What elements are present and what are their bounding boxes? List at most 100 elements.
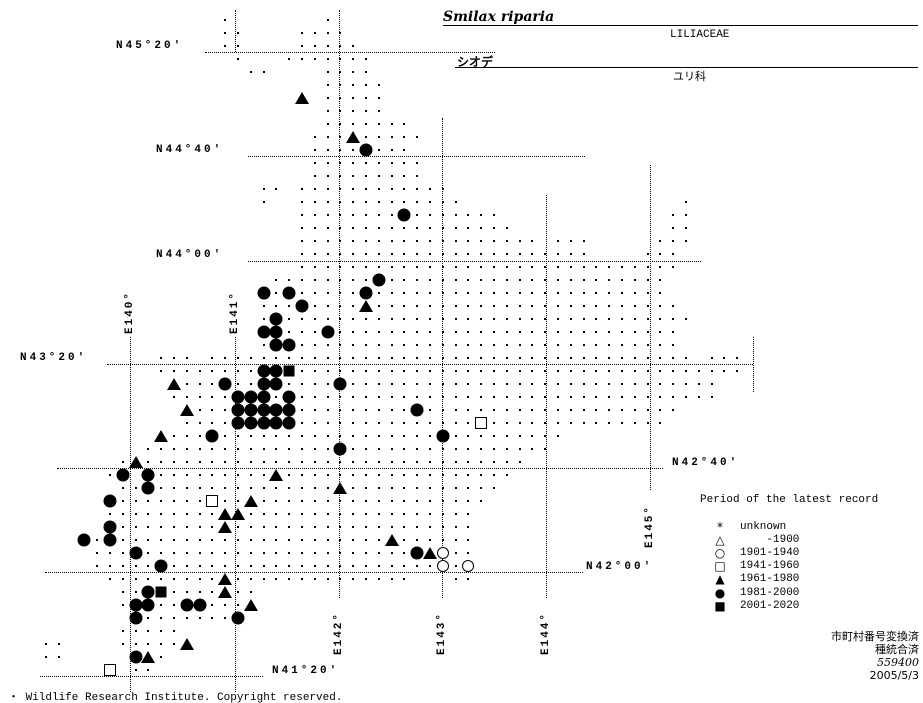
grid-dot [518,331,521,333]
grid-dot [211,474,214,476]
grid-dot [569,240,572,242]
grid-dot [390,318,393,320]
grid-dot [390,461,393,463]
grid-dot [224,422,227,424]
grid-dot [339,32,342,34]
grid-dot [326,136,329,138]
grid-dot [339,227,342,229]
grid-dot [416,370,419,372]
record-filled-circle [129,650,143,664]
grid-dot [224,45,227,47]
grid-dot [390,526,393,528]
grid-dot [416,292,419,294]
grid-dot [518,461,521,463]
grid-dot [493,396,495,398]
grid-dot [608,266,611,268]
latitude-label: N44°00′ [156,249,224,261]
grid-dot [454,214,457,216]
grid-dot [595,305,598,307]
grid-dot [198,578,201,580]
grid-dot [301,214,303,216]
record-filled-circle [269,312,283,326]
grid-dot [557,292,559,294]
grid-dot [275,448,278,450]
grid-dot [339,84,342,86]
grid-dot [403,227,406,229]
grid-dot [326,539,329,541]
grid-dot [352,292,355,294]
grid-dot [301,227,303,229]
grid-dot [301,448,303,450]
grid-dot [224,409,227,411]
grid-dot [352,461,355,463]
grid-dot [416,513,419,515]
grid-dot [313,500,316,502]
grid-dot [441,279,444,281]
grid-dot [390,448,393,450]
grid-dot [429,474,431,476]
grid-dot [365,175,367,177]
grid-dot [275,305,278,307]
grid-dot [544,279,547,281]
grid-dot [454,370,457,372]
grid-dot [339,175,342,177]
grid-dot [377,227,380,229]
grid-dot [480,331,483,333]
grid-dot [326,513,329,515]
grid-dot [365,318,367,320]
grid-dot [173,474,175,476]
grid-dot [198,500,201,502]
grid-dot [185,474,188,476]
grid-dot [339,461,342,463]
grid-dot [582,240,585,242]
grid-dot [185,539,188,541]
grid-dot [710,396,713,398]
grid-dot [608,370,611,372]
grid-dot [544,318,547,320]
grid-dot [313,357,316,359]
grid-dot [339,305,342,307]
grid-dot [249,357,252,359]
grid-dot [173,461,175,463]
record-filled-circle [269,364,283,378]
grid-dot [505,383,508,385]
grid-dot [429,279,431,281]
grid-dot [480,409,483,411]
filled-square-icon: ■ [714,598,726,613]
grid-dot [441,305,444,307]
grid-dot [275,487,278,489]
grid-dot [365,422,367,424]
grid-dot [173,539,175,541]
grid-dot [301,344,303,346]
grid-dot [313,136,316,138]
grid-dot [147,500,150,502]
grid-dot [531,240,534,242]
grid-dot [313,279,316,281]
grid-dot [467,578,470,580]
grid-dot [723,370,726,372]
grid-dot [377,84,380,86]
grid-dot [505,448,508,450]
grid-dot [429,448,431,450]
grid-dot [659,253,662,255]
grid-dot [557,266,559,268]
grid-dot [249,383,252,385]
grid-dot [467,305,470,307]
grid-dot [377,188,380,190]
grid-dot [275,552,278,554]
grid-dot [569,292,572,294]
grid-dot [211,539,214,541]
grid-dot [403,578,406,580]
grid-dot [237,591,239,593]
grid-dot [377,383,380,385]
grid-dot [313,539,316,541]
grid-dot [672,331,675,333]
grid-dot [518,422,521,424]
grid-dot [454,500,457,502]
grid-dot [249,487,252,489]
grid-dot [429,253,431,255]
latitude-line [57,468,663,469]
grid-dot [480,461,483,463]
grid-dot [416,331,419,333]
grid-dot [249,448,252,450]
